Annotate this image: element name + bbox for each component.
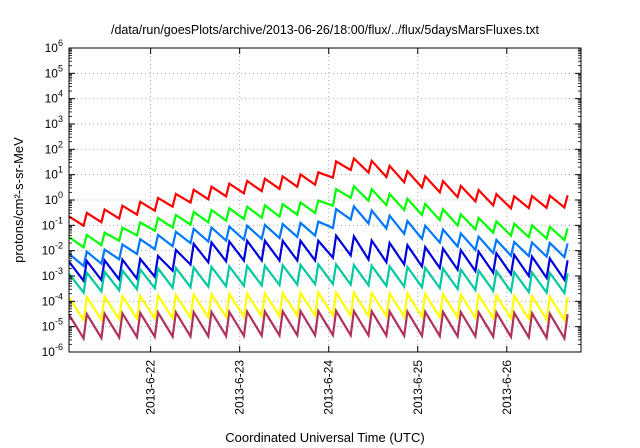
x-tick-label: 2013-6-26 [500,360,514,415]
y-tick-label: 10-2 [42,241,63,258]
y-tick-label: 10-4 [42,291,63,308]
y-tick-label: 103 [45,114,63,131]
x-tick-label: 2013-6-22 [144,360,158,415]
y-tick-label: 10-6 [42,342,63,359]
chart-title: /data/run/goesPlots/archive/2013-06-26/1… [111,23,540,37]
x-tick-label: 2013-6-23 [233,360,247,415]
y-tick-label: 10-3 [42,266,63,283]
series-line-4 [69,232,569,284]
y-tick-label: 101 [45,165,63,182]
series-line-3 [69,204,569,268]
series-line-1 [69,156,569,228]
series-line-5 [69,261,569,296]
y-tick-label: 10-1 [42,215,63,232]
y-tick-label: 100 [45,190,63,207]
y-tick-label: 106 [45,38,63,55]
series-line-6 [69,289,569,324]
x-tick-label: 2013-6-25 [411,360,425,415]
x-axis-ticks: 2013-6-22 2013-6-23 2013-6-24 2013-6-25 2013… [144,48,514,415]
series-line-7 [69,307,569,342]
y-axis-label: protons/cm²-s-sr-MeV [11,137,26,263]
y-tick-label: 102 [45,139,63,156]
series-line-2 [69,184,569,250]
y-tick-label: 10-5 [42,317,63,334]
x-tick-label: 2013-6-24 [322,360,336,415]
y-tick-label: 104 [45,89,63,106]
x-axis-label: Coordinated Universal Time (UTC) [225,430,424,445]
y-axis-ticks: 10-6 10-5 10-4 10-3 10-2 10-1 100 101 102 103 104 1… [42,38,581,359]
series-group [69,156,569,342]
y-tick-label: 105 [45,63,63,80]
